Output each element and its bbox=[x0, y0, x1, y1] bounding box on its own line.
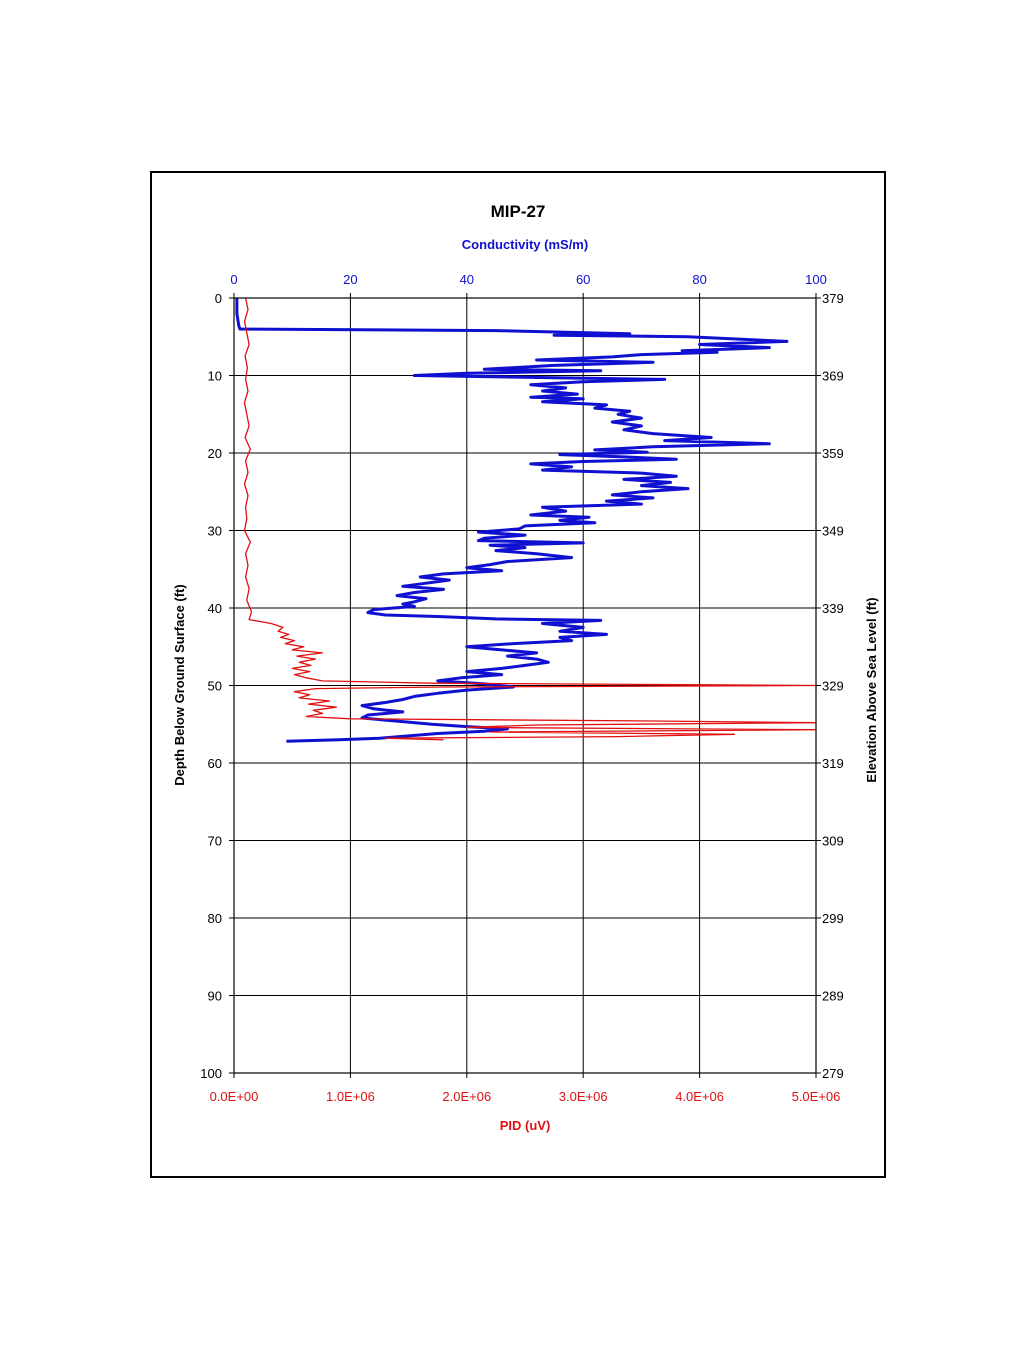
top-axis-title: Conductivity (mS/m) bbox=[462, 237, 588, 252]
right-tick-label: 369 bbox=[822, 369, 844, 384]
pid-series-line bbox=[243, 297, 817, 741]
left-tick-label: 10 bbox=[208, 369, 222, 384]
left-tick-label: 40 bbox=[208, 601, 222, 616]
right-tick-label: 379 bbox=[822, 291, 844, 306]
top-tick-label: 60 bbox=[576, 272, 590, 287]
left-tick-label: 30 bbox=[208, 524, 222, 539]
left-axis-title: Depth Below Ground Surface (ft) bbox=[172, 584, 187, 786]
right-tick-label: 349 bbox=[822, 524, 844, 539]
right-tick-label: 279 bbox=[822, 1066, 844, 1081]
left-tick-label: 90 bbox=[208, 989, 222, 1004]
tick-labels: 0 379 10 369 20 359 30 349 40 339 50 329 60 319 70 309 8… bbox=[200, 272, 843, 1104]
top-tick-label: 40 bbox=[460, 272, 474, 287]
right-tick-label: 319 bbox=[822, 756, 844, 771]
bottom-tick-label: 2.0E+06 bbox=[442, 1089, 491, 1104]
bottom-tick-label: 1.0E+06 bbox=[326, 1089, 375, 1104]
chart-title: MIP-27 bbox=[491, 202, 546, 221]
conductivity-series-line bbox=[235, 298, 789, 743]
left-tick-label: 70 bbox=[208, 834, 222, 849]
right-tick-label: 359 bbox=[822, 446, 844, 461]
left-tick-label: 0 bbox=[215, 291, 222, 306]
left-tick-label: 100 bbox=[200, 1066, 222, 1081]
top-tick-label: 0 bbox=[230, 272, 237, 287]
top-tick-label: 20 bbox=[343, 272, 357, 287]
left-tick-label: 50 bbox=[208, 679, 222, 694]
right-tick-label: 329 bbox=[822, 679, 844, 694]
top-tick-label: 100 bbox=[805, 272, 827, 287]
bottom-axis-title: PID (uV) bbox=[500, 1118, 551, 1133]
right-tick-label: 289 bbox=[822, 989, 844, 1004]
left-tick-label: 20 bbox=[208, 446, 222, 461]
bottom-tick-label: 0.0E+00 bbox=[210, 1089, 259, 1104]
series-layer bbox=[235, 297, 817, 743]
right-tick-label: 299 bbox=[822, 911, 844, 926]
mip-27-chart: 0 379 10 369 20 359 30 349 40 339 50 329 60 319 70 309 8… bbox=[172, 202, 879, 1133]
top-tick-label: 80 bbox=[692, 272, 706, 287]
bottom-tick-label: 5.0E+06 bbox=[792, 1089, 841, 1104]
right-tick-label: 309 bbox=[822, 834, 844, 849]
left-tick-label: 80 bbox=[208, 911, 222, 926]
bottom-tick-label: 3.0E+06 bbox=[559, 1089, 608, 1104]
right-axis-title: Elevation Above Sea Level (ft) bbox=[864, 597, 879, 782]
chart-frame: 0 379 10 369 20 359 30 349 40 339 50 329 60 319 70 309 8… bbox=[150, 171, 886, 1178]
tick-marks bbox=[229, 293, 821, 1078]
left-tick-label: 60 bbox=[208, 756, 222, 771]
right-tick-label: 339 bbox=[822, 601, 844, 616]
bottom-tick-label: 4.0E+06 bbox=[675, 1089, 724, 1104]
